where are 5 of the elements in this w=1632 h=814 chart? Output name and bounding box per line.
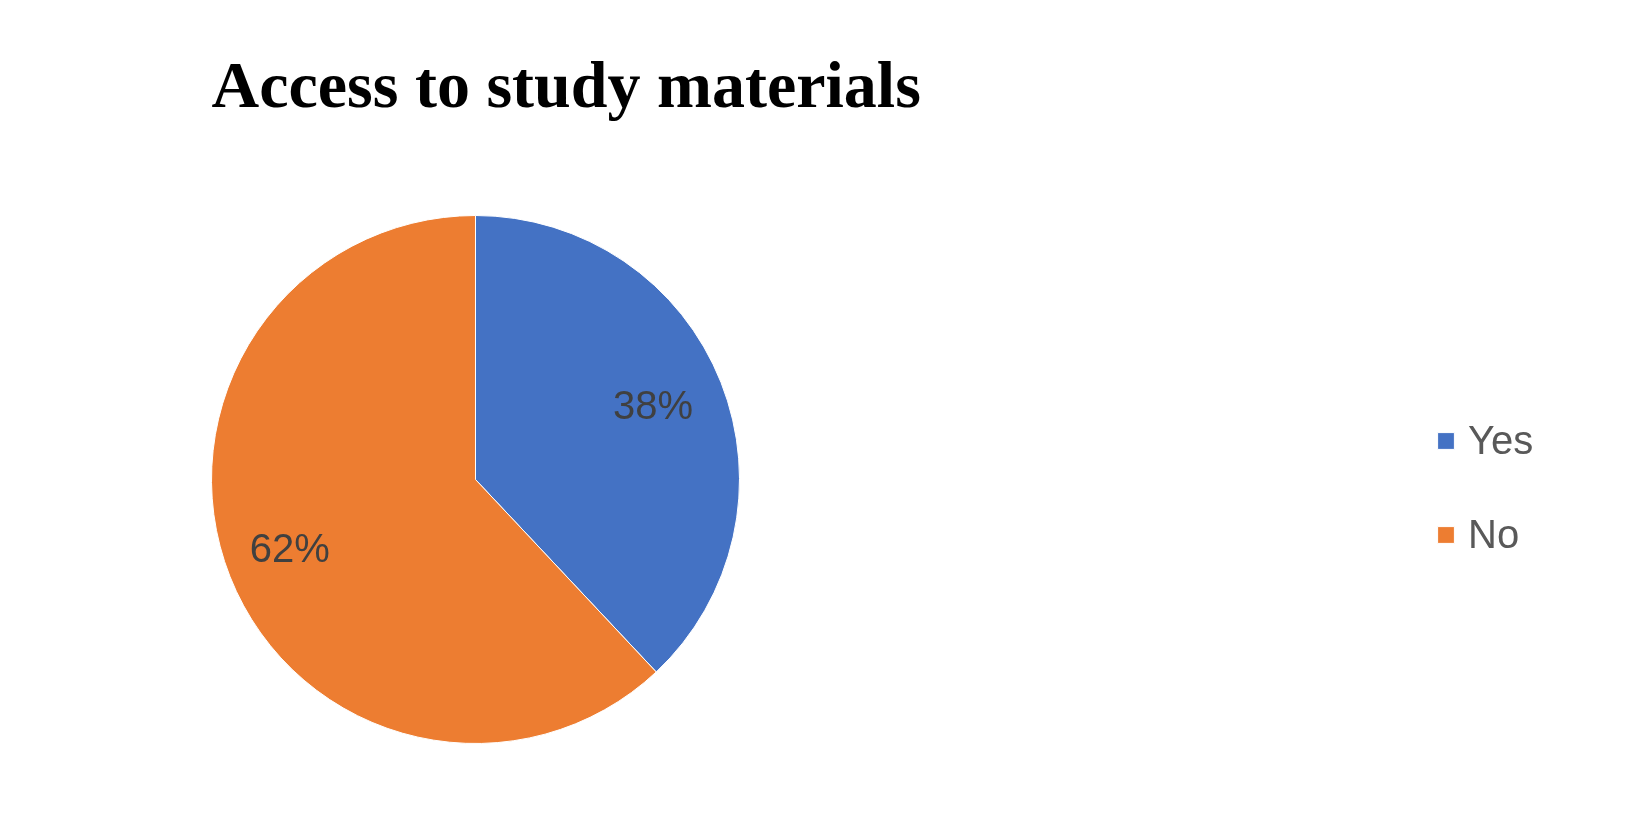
data-label: 62% (249, 526, 330, 571)
legend-label: Yes (1468, 417, 1534, 463)
data-label: 38% (613, 382, 694, 427)
legend-label: No (1468, 511, 1520, 557)
chart-title: Access to study materials (211, 47, 921, 121)
